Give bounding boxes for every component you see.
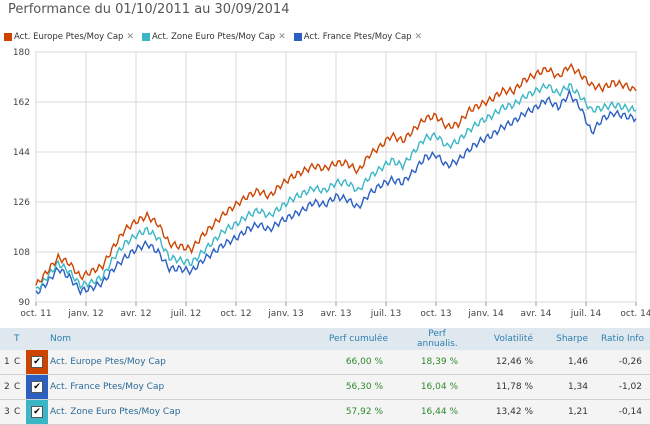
x-tick-label: oct. 14	[620, 309, 650, 319]
x-tick-label: janv. 13	[267, 309, 304, 319]
sharpe: 1,34	[567, 382, 588, 392]
y-tick-label: 90	[19, 298, 31, 308]
legend-swatch	[142, 33, 151, 41]
row-type: C	[14, 382, 21, 392]
fund-name-link[interactable]: Act. France Ptes/Moy Cap	[50, 382, 165, 392]
table-row[interactable]: 2 C ✔ Act. France Ptes/Moy Cap 56,30 % 1…	[0, 375, 650, 400]
x-tick-label: juil. 13	[370, 309, 401, 319]
legend-swatch	[4, 33, 12, 41]
volatilite: 11,78 %	[495, 382, 533, 392]
sharpe: 1,46	[567, 357, 588, 367]
legend-item-zone-euro[interactable]: Act. Zone Euro Ptes/Moy Cap ✕	[142, 29, 286, 45]
header-nom[interactable]: Nom	[50, 334, 72, 344]
legend-label: Act. France Ptes/Moy Cap	[303, 32, 412, 42]
row-number: 3	[4, 407, 10, 417]
x-tick-label: janv. 14	[467, 309, 504, 319]
x-tick-label: oct. 13	[420, 309, 451, 319]
perf-cumulee: 57,92 %	[345, 407, 383, 417]
legend-item-france[interactable]: Act. France Ptes/Moy Cap ✕	[293, 29, 423, 45]
y-tick-label: 162	[13, 98, 30, 108]
y-tick-label: 144	[13, 148, 30, 158]
row-checkbox[interactable]: ✔	[31, 406, 43, 418]
header-sharpe[interactable]: Sharpe	[556, 334, 588, 344]
series-line	[35, 87, 637, 296]
x-tick-label: juil. 12	[170, 309, 201, 319]
fund-name-link[interactable]: Act. Europe Ptes/Moy Cap	[50, 357, 166, 367]
ratio-info: -1,02	[618, 382, 642, 392]
close-icon[interactable]: ✕	[414, 32, 423, 42]
row-color: ✔	[26, 400, 48, 424]
table-row[interactable]: 3 C ✔ Act. Zone Euro Ptes/Moy Cap 57,92 …	[0, 400, 650, 425]
y-tick-label: 180	[13, 48, 30, 58]
series-line	[35, 82, 637, 291]
performance-chart: 90 108 126 144 162 180 oct. 11 janv. 12 avr. 12 j…	[0, 44, 650, 326]
header-ratio[interactable]: Ratio Info	[600, 334, 644, 344]
perf-annualisee: 16,44 %	[420, 407, 458, 417]
chart-legend: Act. Europe Ptes/Moy Cap ✕ Act. Zone Eur…	[4, 29, 422, 45]
header-perf-ann[interactable]: Perf annualis.	[417, 329, 458, 349]
chart-svg: 90 108 126 144 162 180 oct. 11 janv. 12 avr. 12 j…	[13, 48, 650, 319]
volatilite: 13,42 %	[495, 407, 533, 417]
row-type: C	[14, 407, 21, 417]
header-perf[interactable]: Perf cumulée	[328, 334, 388, 344]
row-type: C	[14, 357, 21, 367]
perf-cumulee: 56,30 %	[345, 382, 383, 392]
perf-annualisee: 18,39 %	[420, 357, 458, 367]
y-tick-label: 126	[13, 198, 30, 208]
x-tick-label: janv. 12	[67, 309, 104, 319]
x-tick-label: avr. 14	[521, 309, 552, 319]
legend-swatch	[293, 33, 302, 41]
row-color: ✔	[26, 350, 48, 374]
series-line	[35, 62, 637, 286]
legend-item-europe[interactable]: Act. Europe Ptes/Moy Cap ✕	[4, 29, 134, 45]
close-icon[interactable]: ✕	[126, 32, 135, 42]
header-vol[interactable]: Volatilité	[493, 334, 533, 344]
page-title: Performance du 01/10/2011 au 30/09/2014	[8, 2, 290, 17]
ratio-info: -0,14	[618, 407, 642, 417]
x-tick-label: avr. 13	[321, 309, 352, 319]
perf-annualisee: 16,04 %	[420, 382, 458, 392]
row-checkbox[interactable]: ✔	[31, 381, 43, 393]
performance-table: T Nom Perf cumulée Perf annualis. Volati…	[0, 328, 650, 425]
perf-cumulee: 66,00 %	[345, 357, 383, 367]
x-tick-label: oct. 11	[20, 309, 51, 319]
x-tick-label: juil. 14	[570, 309, 602, 319]
legend-label: Act. Zone Euro Ptes/Moy Cap	[152, 32, 276, 42]
legend-label: Act. Europe Ptes/Moy Cap	[14, 32, 124, 42]
row-checkbox[interactable]: ✔	[31, 356, 43, 368]
table-header: T Nom Perf cumulée Perf annualis. Volati…	[0, 328, 650, 350]
ratio-info: -0,26	[618, 357, 642, 367]
table-row[interactable]: 1 C ✔ Act. Europe Ptes/Moy Cap 66,00 % 1…	[0, 350, 650, 375]
close-icon[interactable]: ✕	[278, 32, 286, 42]
row-color: ✔	[26, 375, 48, 399]
x-tick-label: oct. 12	[220, 309, 251, 319]
x-tick-label: avr. 12	[121, 309, 152, 319]
sharpe: 1,21	[567, 407, 588, 417]
fund-name-link[interactable]: Act. Zone Euro Ptes/Moy Cap	[50, 407, 181, 417]
row-number: 2	[4, 382, 10, 392]
volatilite: 12,46 %	[495, 357, 533, 367]
y-tick-label: 108	[13, 248, 30, 258]
row-number: 1	[4, 357, 10, 367]
header-t[interactable]: T	[14, 334, 20, 344]
